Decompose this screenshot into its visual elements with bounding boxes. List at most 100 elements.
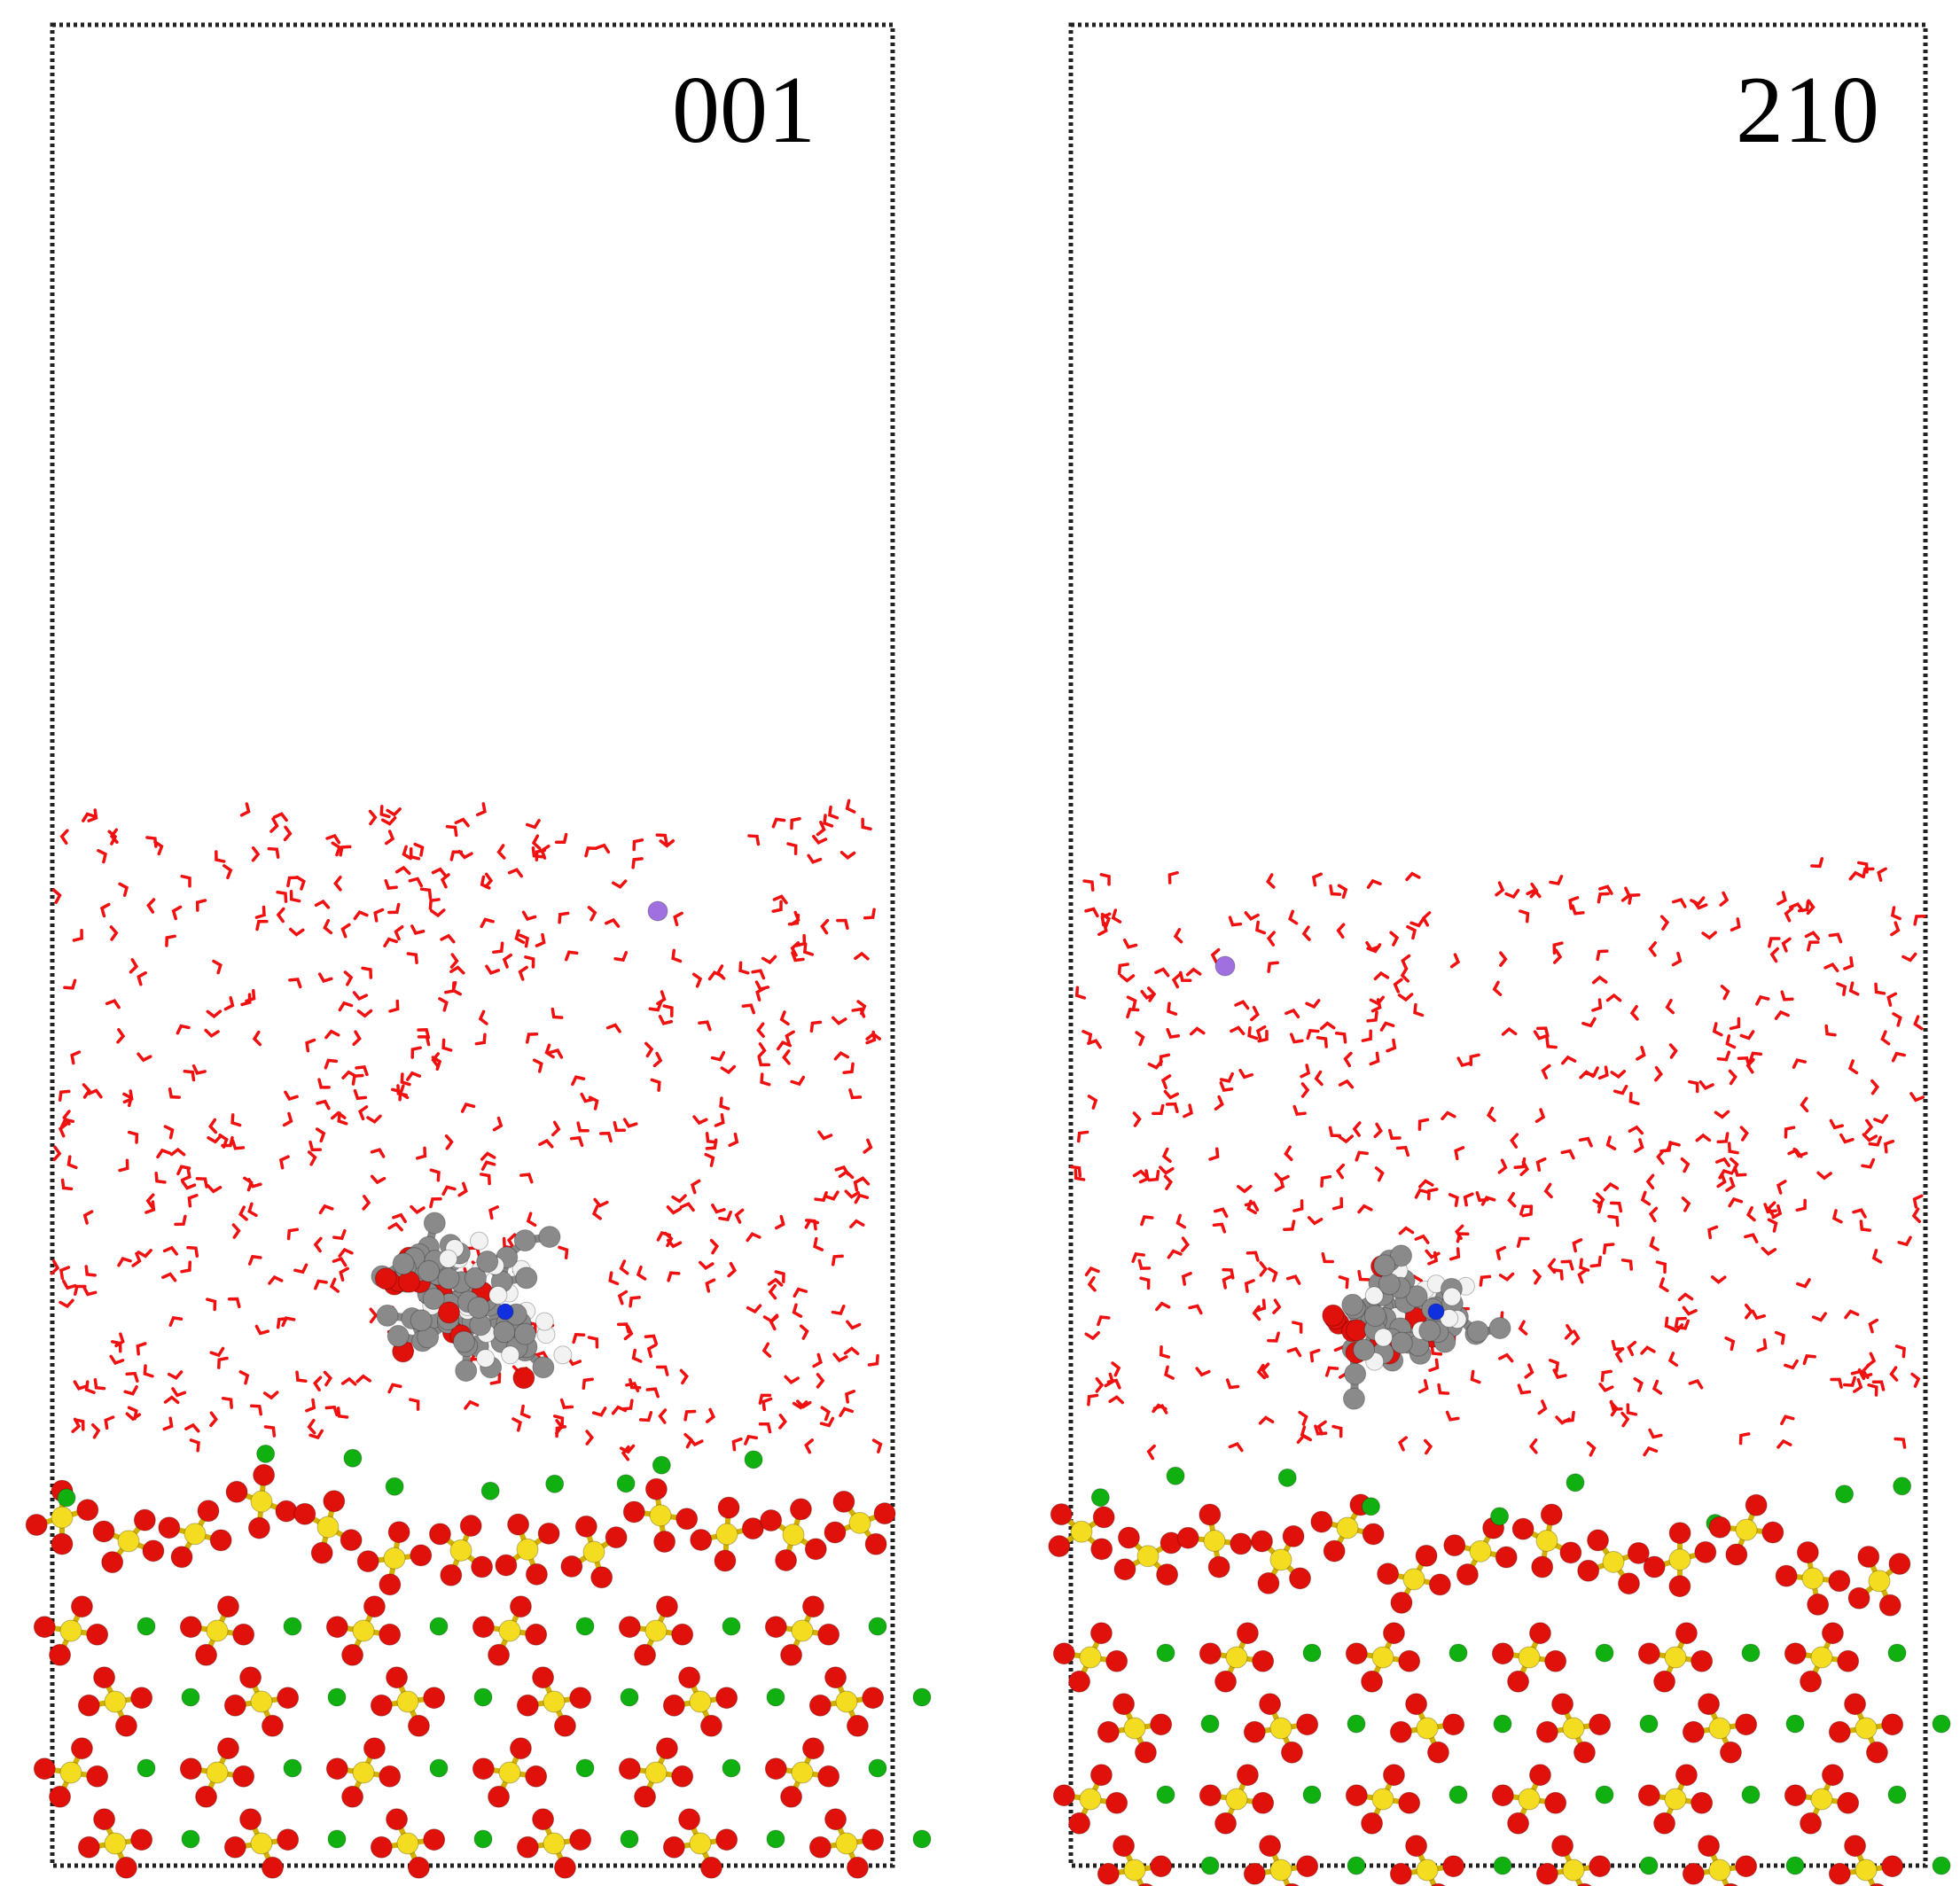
water-molecule xyxy=(1234,1000,1250,1010)
oxygen-atom xyxy=(1345,1642,1368,1665)
water-molecule xyxy=(308,1140,323,1152)
sulfur-atom xyxy=(649,1504,672,1527)
water-molecule xyxy=(316,1099,331,1111)
water-molecule xyxy=(317,972,333,983)
water-molecule xyxy=(1761,1246,1777,1256)
water-molecule xyxy=(52,1145,62,1162)
oxygen-atom xyxy=(114,1714,137,1737)
water-molecule xyxy=(317,1078,331,1089)
oxygen-atom xyxy=(1068,1812,1091,1835)
water-molecule xyxy=(1665,998,1675,1015)
water-molecule xyxy=(629,1377,642,1390)
water-molecule xyxy=(485,964,501,976)
oxygen-atom xyxy=(488,1785,511,1808)
water-molecule xyxy=(1633,1377,1644,1392)
water-molecule xyxy=(1718,1168,1734,1180)
water-molecule xyxy=(1175,1213,1187,1229)
water-molecule xyxy=(1848,870,1864,881)
water-molecule xyxy=(772,894,788,905)
water-molecule xyxy=(384,878,398,891)
oxygen-atom xyxy=(1345,1784,1368,1807)
oxygen-atom xyxy=(764,1757,787,1781)
water-molecule xyxy=(698,1020,712,1032)
oxygen-atom xyxy=(671,1765,694,1788)
water-molecule xyxy=(1417,1379,1429,1394)
oxygen-atom xyxy=(1442,1713,1465,1736)
water-molecule xyxy=(63,978,77,990)
oxygen-atom xyxy=(277,1687,300,1710)
water-molecule xyxy=(1517,1383,1532,1395)
oxygen-atom xyxy=(653,1530,676,1553)
water-molecule xyxy=(206,1009,223,1019)
water-molecule xyxy=(705,1132,718,1144)
water-molecule xyxy=(842,1062,855,1074)
sulfur-atom xyxy=(715,1523,738,1546)
water-molecule xyxy=(1659,915,1670,931)
calcium-atom xyxy=(473,1687,493,1707)
calcium-atom xyxy=(1090,1488,1110,1508)
water-molecule xyxy=(1268,1266,1278,1282)
water-molecule xyxy=(406,1071,422,1081)
water-molecule xyxy=(408,877,424,888)
water-molecule xyxy=(1267,961,1279,973)
oxygen-atom xyxy=(261,1714,284,1737)
carbon-atom xyxy=(410,1309,433,1332)
water-molecule xyxy=(1830,1377,1843,1389)
oxygen-atom xyxy=(488,1643,511,1666)
oxygen-atom xyxy=(1176,1526,1199,1549)
water-molecule xyxy=(867,1353,879,1367)
water-molecule xyxy=(1180,1236,1190,1252)
calcium-atom xyxy=(256,1444,276,1463)
water-molecule xyxy=(324,1405,339,1417)
oxygen-atom xyxy=(1428,1573,1451,1596)
oxygen-atom xyxy=(1134,1741,1157,1764)
water-molecule xyxy=(440,873,450,889)
water-molecule xyxy=(794,933,807,947)
hydrogen-atom xyxy=(476,1349,496,1368)
oxygen-atom xyxy=(86,1765,109,1788)
water-molecule xyxy=(1495,881,1505,897)
oxygen-atom xyxy=(655,1737,678,1760)
water-molecule xyxy=(524,955,535,969)
water-molecule xyxy=(295,1370,308,1383)
water-molecule xyxy=(332,1228,347,1241)
water-molecule xyxy=(1831,1209,1843,1224)
water-molecule xyxy=(1305,999,1321,1009)
water-molecule xyxy=(1082,879,1095,892)
calcium-atom xyxy=(429,1758,449,1778)
oxygen-atom xyxy=(1426,1741,1449,1764)
water-molecule xyxy=(431,1052,441,1068)
sulfur-atom xyxy=(1810,1646,1833,1669)
water-molecule xyxy=(1659,1277,1669,1292)
oxygen-atom xyxy=(423,1687,446,1710)
water-molecule xyxy=(1306,1029,1320,1040)
water-molecule xyxy=(117,1256,132,1267)
water-molecule xyxy=(449,965,465,975)
water-molecule xyxy=(1513,1157,1527,1169)
sulfur-atom xyxy=(516,1538,539,1561)
water-molecule xyxy=(558,1245,569,1259)
water-molecule xyxy=(1397,993,1414,1002)
water-molecule xyxy=(526,1212,537,1227)
water-molecule xyxy=(613,951,629,962)
water-molecule xyxy=(1441,1111,1456,1121)
calcium-atom xyxy=(722,1617,741,1636)
water-molecule xyxy=(1244,1279,1255,1293)
oxygen-atom xyxy=(1837,1791,1860,1814)
oxygen-atom xyxy=(387,1521,410,1544)
oxygen-atom xyxy=(1828,1570,1851,1593)
water-molecule xyxy=(1867,1383,1878,1397)
oxygen-atom xyxy=(1456,1563,1479,1586)
water-molecule xyxy=(74,1418,85,1431)
water-molecule xyxy=(1589,1255,1602,1268)
water-molecule xyxy=(1784,1126,1796,1139)
water-molecule xyxy=(813,1236,824,1251)
sodium-ion xyxy=(1214,955,1236,977)
water-molecule xyxy=(284,1090,299,1102)
oxygen-atom xyxy=(1048,1535,1071,1558)
water-molecule xyxy=(786,842,798,855)
calcium-atom xyxy=(1595,1643,1614,1663)
water-molecule xyxy=(1548,1359,1560,1373)
sulfur-atom xyxy=(59,1619,82,1642)
water-molecule xyxy=(1395,1145,1410,1157)
